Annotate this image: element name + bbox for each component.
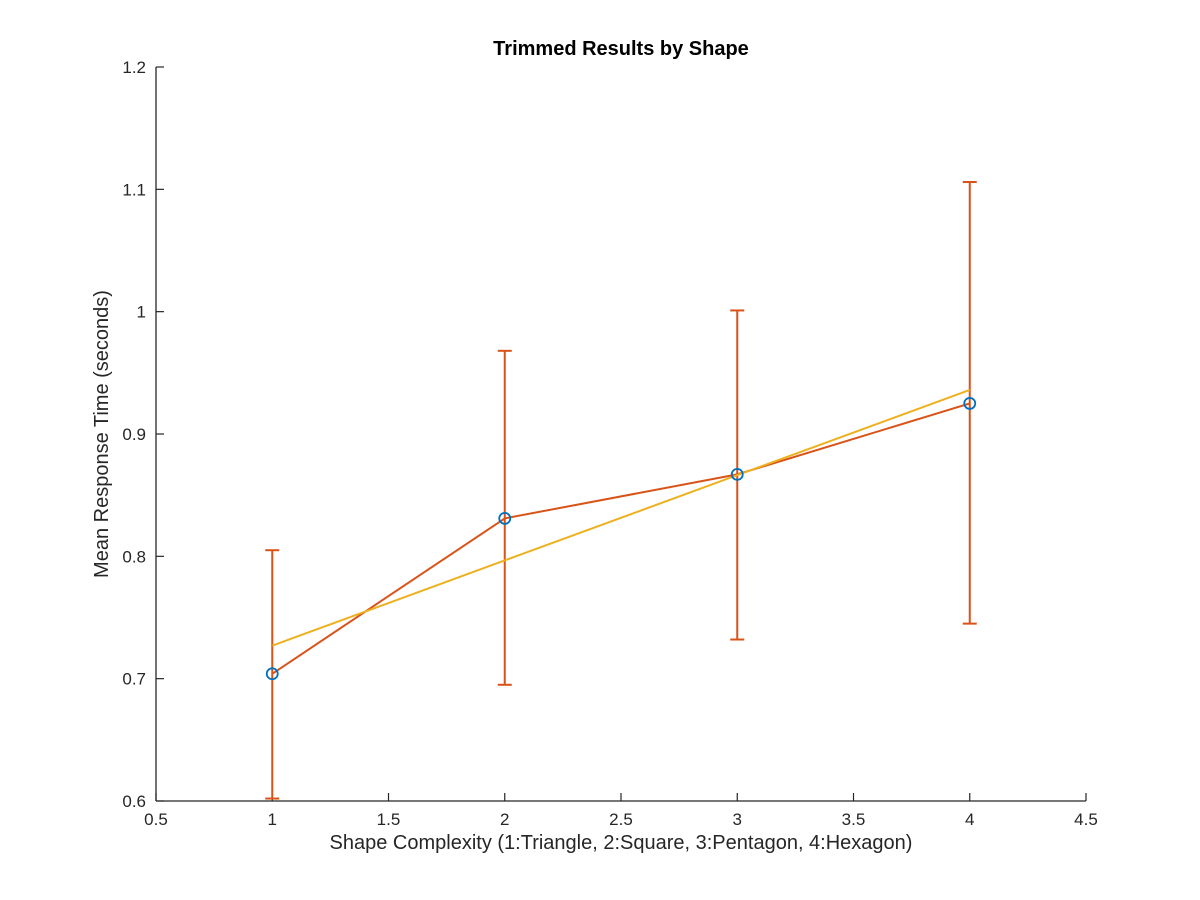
data-point xyxy=(963,397,977,410)
y-tick-label: 0.8 xyxy=(122,547,146,566)
x-tick-label: 3.5 xyxy=(842,810,866,829)
mean-line xyxy=(271,402,971,675)
y-tick-label: 0.9 xyxy=(122,425,146,444)
plot-area xyxy=(265,180,977,800)
fit-line xyxy=(271,389,971,647)
x-tick-label: 1.5 xyxy=(377,810,401,829)
y-tick-label: 1 xyxy=(137,303,146,322)
data-point xyxy=(730,467,744,481)
x-tick-label: 3 xyxy=(733,810,742,829)
x-tick-label: 1 xyxy=(268,810,277,829)
y-tick-label: 1.1 xyxy=(122,180,146,199)
y-tick-label: 1.2 xyxy=(122,58,146,77)
axes: 0.5 1 1.5 2 2.5 3 3.5 4 4.5 0.6 0.7 0.8 0.9 1 1.1 1.2 xyxy=(122,58,1097,829)
y-tick-label: 0.6 xyxy=(122,792,146,811)
x-tick-label: 2.5 xyxy=(609,810,633,829)
y-axis-label: Mean Response Time (seconds) xyxy=(91,290,113,578)
data-point xyxy=(498,512,512,525)
x-axis-label: Shape Complexity (1:Triangle, 2:Square, … xyxy=(330,832,913,854)
x-tick-label: 2 xyxy=(500,810,509,829)
chart-title: Trimmed Results by Shape xyxy=(493,38,749,60)
x-tick-label: 4.5 xyxy=(1074,810,1098,829)
y-tick-label: 0.7 xyxy=(122,670,146,689)
data-point xyxy=(265,667,279,681)
x-tick-label: 4 xyxy=(965,810,974,829)
x-tick-label: 0.5 xyxy=(144,810,168,829)
